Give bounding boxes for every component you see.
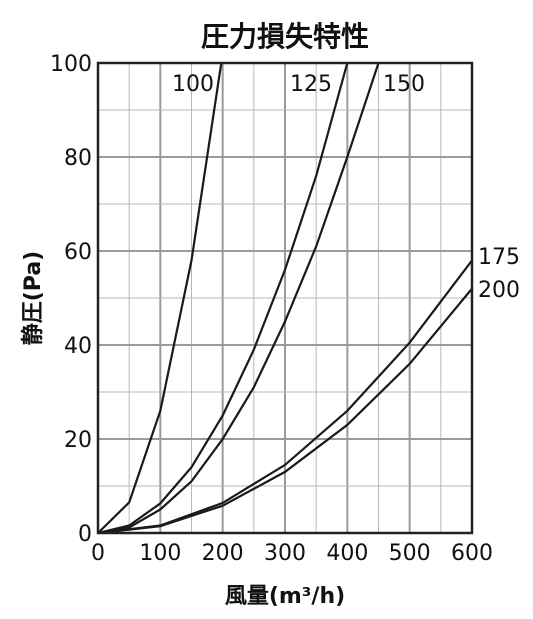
- series-line-200: [98, 287, 472, 533]
- y-tick-label: 0: [78, 522, 92, 547]
- y-tick-label: 20: [64, 428, 92, 453]
- x-tick-label: 0: [91, 541, 105, 566]
- series-line-100: [98, 63, 223, 533]
- grid: [98, 63, 472, 533]
- y-axis-label: 静圧(Pa): [20, 251, 46, 346]
- x-tick-label: 200: [202, 541, 244, 566]
- x-tick-label: 600: [451, 541, 493, 566]
- series-line-150: [98, 63, 380, 533]
- x-tick-label: 100: [139, 541, 181, 566]
- series-label-150: 150: [383, 72, 425, 97]
- series-line-125: [98, 63, 349, 533]
- x-tick-label: 500: [389, 541, 431, 566]
- series-labels: 100 125 150 175 200: [172, 72, 520, 303]
- curves: [98, 63, 472, 533]
- series-label-175: 175: [478, 245, 520, 270]
- x-tick-label: 300: [264, 541, 306, 566]
- plot-frame: [96, 61, 474, 535]
- series-label-125: 125: [290, 72, 332, 97]
- y-tick-label: 40: [64, 334, 92, 359]
- y-tick-label: 100: [50, 52, 92, 77]
- y-tick-labels: 0 20 40 60 80 100: [50, 52, 92, 547]
- y-tick-label: 60: [64, 240, 92, 265]
- series-label-200: 200: [478, 278, 520, 303]
- x-axis-label: 風量(m³/h): [225, 584, 345, 609]
- chart-title: 圧力損失特性: [201, 20, 369, 53]
- x-tick-labels: 0 100 200 300 400 500 600: [91, 541, 493, 566]
- y-tick-label: 80: [64, 146, 92, 171]
- series-label-100: 100: [172, 72, 214, 97]
- x-tick-label: 400: [326, 541, 368, 566]
